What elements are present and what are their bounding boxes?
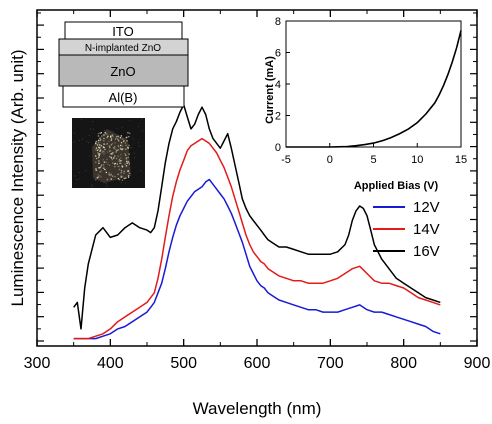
layer-zno-label: ZnO (110, 64, 135, 79)
inset-y-tick-label-0: 0 (275, 142, 281, 154)
layer-n-implanted-zno-label: N-implanted ZnO (85, 43, 161, 54)
series-line-12V (73, 178, 441, 340)
inset-y-tick-label-8: 8 (275, 16, 281, 28)
x-tick-label-300: 300 (24, 355, 51, 372)
inset-plot-frame (285, 20, 462, 148)
inset-y-tick-label-6: 6 (275, 48, 281, 60)
main-axis-ticks: 300 400 500 600 700 800 900 (24, 10, 491, 372)
series-line-16V (73, 104, 441, 330)
x-tick-label-900: 900 (464, 355, 491, 372)
inset-iv-curve (286, 30, 462, 148)
layer-al-b-label: Al(B) (109, 90, 138, 105)
inset-x-tick-label--5: -5 (281, 154, 291, 166)
inset-x-axis-label: Applied Bias (V) (354, 180, 439, 192)
inset-y-tick-label-4: 4 (275, 79, 281, 91)
legend-label-16V: 16V (413, 243, 440, 260)
legend-label-12V: 12V (413, 199, 440, 216)
inset-y-axis-label: Current (mA) (264, 56, 276, 124)
series-line-14V (73, 137, 441, 340)
legend: 12V 14V 16V (373, 199, 440, 260)
legend-label-14V: 14V (413, 221, 440, 238)
x-tick-label-500: 500 (170, 355, 197, 372)
inset-y-tick-label-2: 2 (275, 111, 281, 123)
x-tick-label-400: 400 (97, 355, 124, 372)
main-y-axis-label: Luminescence Intensity (Arb. unit) (8, 49, 27, 306)
inset-series-lines (286, 30, 462, 148)
inset-x-tick-label-15: 15 (455, 154, 467, 166)
emission-photo (72, 118, 145, 188)
inset-x-tick-label-0: 0 (327, 154, 333, 166)
x-tick-label-800: 800 (390, 355, 417, 372)
device-stack-schematic: ITO N-implanted ZnO ZnO Al(B) (58, 21, 189, 108)
layer-al-b (62, 85, 185, 108)
x-tick-label-600: 600 (244, 355, 271, 372)
inset-x-tick-label-5: 5 (370, 154, 376, 166)
main-x-axis-label: Wavelength (nm) (193, 399, 322, 418)
inset-x-tick-label-10: 10 (411, 154, 423, 166)
x-tick-label-700: 700 (317, 355, 344, 372)
layer-ito-label: ITO (112, 24, 133, 39)
main-series-lines (73, 104, 441, 340)
